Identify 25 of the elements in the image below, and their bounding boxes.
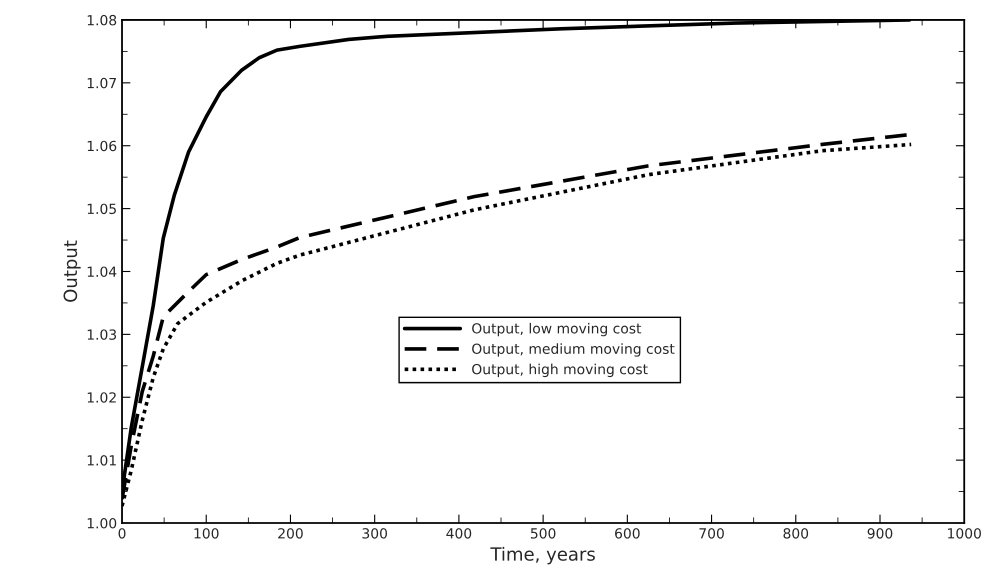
x-tick-label: 800	[783, 528, 808, 539]
x-tick-label: 300	[362, 528, 388, 539]
x-tick-label: 500	[530, 528, 556, 539]
y-tick-label: 1.04	[88, 266, 116, 277]
y-tick-label: 1.06	[88, 140, 116, 152]
x-tick-label: 600	[615, 528, 640, 539]
x-tick-label: 0	[118, 528, 126, 539]
y-tick-label: 1.07	[88, 78, 116, 88]
y-tick-label: 1.02	[88, 392, 116, 403]
x-tick-label: 700	[699, 528, 724, 539]
y-tick-label: 1.08	[88, 14, 116, 26]
y-tick-label: 1.05	[88, 204, 116, 214]
y-axis-title: Output	[64, 240, 81, 302]
x-tick-label: 1000	[948, 528, 981, 539]
x-tick-label: 400	[446, 528, 472, 539]
x-tick-label: 200	[278, 528, 303, 539]
x-tick-label: 100	[194, 528, 219, 539]
legend-label: Output, low moving cost	[472, 322, 642, 336]
y-tick-label: 1.03	[88, 329, 116, 340]
x-axis-title: Time, years	[490, 546, 595, 564]
x-tick-label: 900	[868, 528, 892, 539]
y-tick-label: 1.00	[88, 518, 116, 528]
legend-label: Output, high moving cost	[472, 364, 648, 378]
legend-label: Output, medium moving cost	[472, 343, 675, 357]
y-tick-label: 1.01	[88, 455, 116, 466]
